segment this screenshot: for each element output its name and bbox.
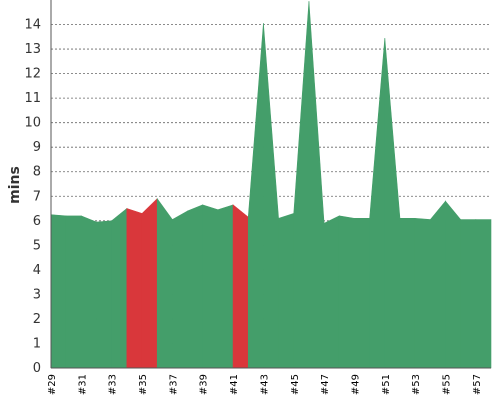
y-tick-label: 7 (33, 189, 41, 204)
failed-build-segment (232, 204, 249, 369)
x-tick-label: #47 (320, 374, 331, 395)
y-tick-label: 13 (24, 42, 41, 57)
y-tick-label: 1 (33, 336, 41, 351)
duration-area (50, 1, 492, 369)
build-duration-segment (369, 38, 386, 369)
build-duration-segment (354, 218, 370, 369)
x-tick-label: #31 (77, 374, 88, 395)
build-duration-segment (460, 219, 477, 369)
y-tick-label: 3 (33, 287, 41, 302)
build-duration-segment (217, 204, 234, 369)
x-tick-label: #41 (229, 374, 240, 395)
x-tick-label: #45 (290, 374, 301, 395)
build-duration-segment (81, 215, 97, 369)
build-duration-segment (445, 200, 461, 369)
y-tick-label: 5 (33, 238, 41, 253)
y-tick-label: 0 (33, 361, 41, 376)
failed-build-segment (126, 208, 143, 369)
build-duration-segment (263, 23, 279, 369)
y-tick-label: 9 (33, 140, 41, 155)
build-duration-segment (338, 215, 355, 369)
x-tick-label: #35 (138, 374, 149, 395)
x-tick-label: #53 (411, 374, 422, 395)
x-tick-labels: #29 #31 #33 #35 #37 #39 #41 #43 #45 #47 #49 #51 #53 #… (47, 374, 483, 395)
x-tick-label: #39 (199, 374, 210, 395)
build-duration-segment (414, 218, 431, 369)
x-tick-label: #37 (168, 374, 179, 395)
build-duration-segment (293, 1, 310, 369)
failed-build-segment (141, 198, 158, 369)
x-tick-label: #43 (259, 374, 270, 395)
y-tick-label: 8 (33, 165, 41, 180)
build-duration-segment (247, 23, 264, 369)
build-duration-segment (96, 220, 112, 369)
build-duration-segment (475, 219, 492, 369)
y-tick-label: 2 (33, 312, 41, 327)
build-duration-segment (111, 207, 128, 369)
build-duration-segment (399, 218, 416, 369)
x-tick-label: #51 (381, 374, 392, 395)
x-tick-label: #57 (472, 374, 483, 395)
x-tick-label: #29 (47, 374, 58, 395)
y-tick-label: 11 (24, 91, 41, 106)
build-duration-segment (202, 204, 219, 369)
build-duration-segment (384, 38, 401, 369)
build-duration-segment (308, 1, 325, 369)
x-tick-label: #49 (350, 374, 361, 395)
build-duration-segment (156, 197, 173, 369)
axes (50, 0, 491, 369)
build-duration-segment (65, 215, 82, 369)
build-duration-segment (430, 200, 446, 369)
build-duration-segment (278, 213, 295, 369)
build-duration-segment (187, 204, 204, 369)
y-axis-label: mins (7, 166, 23, 204)
y-tick-label: 14 (24, 18, 41, 33)
build-duration-segment (172, 210, 188, 369)
y-tick-label: 12 (24, 67, 41, 82)
y-tick-label: 10 (24, 116, 41, 131)
build-duration-segment (323, 215, 340, 369)
x-tick-label: #33 (108, 374, 119, 395)
y-tick-label: 6 (33, 214, 41, 229)
x-tick-label: #55 (441, 374, 452, 395)
y-tick-label: 4 (33, 263, 41, 278)
build-duration-segment (50, 214, 67, 369)
